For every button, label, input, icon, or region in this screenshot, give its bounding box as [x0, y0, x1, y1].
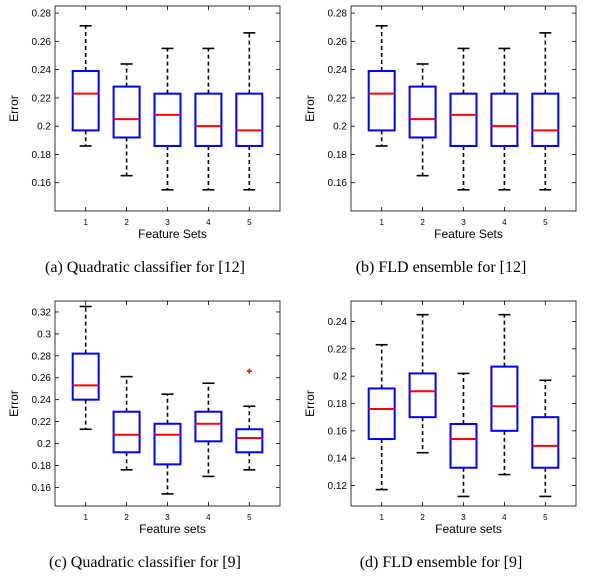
- x-tick-label: 5: [543, 513, 548, 522]
- x-tick-label: 2: [420, 513, 425, 522]
- x-tick-label: 1: [379, 218, 384, 227]
- x-tick-label: 3: [461, 513, 466, 522]
- box-iqr: [367, 387, 396, 441]
- box-iqr: [235, 428, 264, 454]
- y-tick-label: 0.16: [32, 483, 52, 494]
- panel-a: 0.16 0.18 0.2 0.22 0.24 0.26 0.28 1 2 3 4 5 Feature …: [0, 0, 290, 290]
- caption-d: (d) FLD ensemble for [9]: [359, 554, 523, 571]
- panel-d: 0.12 0.14 0.16 0.18 0.2 0.22 0.24 1 2 3 4 5 Feature …: [296, 295, 586, 585]
- x-tick-label: 2: [124, 513, 129, 522]
- box-iqr: [490, 365, 519, 432]
- y-tick-label: 0.14: [328, 454, 348, 465]
- x-tick-label: 3: [165, 218, 170, 227]
- x-tick-label: 1: [379, 513, 384, 522]
- box-iqr: [153, 92, 182, 147]
- y-tick-label: 0.32: [32, 307, 52, 318]
- x-tick-label: 4: [206, 513, 211, 522]
- y-tick-label: 0.26: [32, 37, 52, 48]
- y-tick-label: 0.18: [328, 150, 348, 161]
- panel-b: 0.16 0.18 0.2 0.22 0.24 0.26 0.28 1 2 3 4 5 Feature …: [296, 0, 586, 290]
- x-tick-label: 4: [206, 218, 211, 227]
- box-iqr: [449, 92, 478, 147]
- box-iqr: [531, 416, 560, 469]
- y-tick-label: 0.22: [328, 93, 348, 104]
- x-tick-label: 1: [83, 513, 88, 522]
- box-iqr: [490, 92, 519, 147]
- x-axis-label: Feature Sets: [434, 227, 503, 241]
- y-tick-label: 0.16: [328, 178, 348, 189]
- caption-a: (a) Quadratic classifier for [12]: [45, 259, 245, 276]
- x-axis-label: Feature Sets: [138, 227, 207, 241]
- y-tick-label: 0.22: [32, 417, 52, 428]
- box-iqr: [531, 92, 560, 147]
- x-tick-label: 2: [124, 218, 129, 227]
- y-tick-label: 0.18: [32, 150, 52, 161]
- box-iqr: [112, 85, 141, 139]
- x-tick-label: 4: [502, 513, 507, 522]
- box-iqr: [112, 410, 141, 454]
- y-tick-label: 0.2: [333, 122, 347, 133]
- x-tick-label: 1: [83, 218, 88, 227]
- y-tick-label: 0.18: [328, 399, 348, 410]
- y-axis-label: Error: [7, 390, 21, 417]
- x-tick-label: 4: [502, 218, 507, 227]
- outlier-marker: [246, 368, 252, 374]
- y-tick-label: 0.12: [328, 481, 348, 492]
- y-tick-label: 0.26: [32, 373, 52, 384]
- x-axis-label: Feature sets: [435, 522, 502, 536]
- x-tick-label: 3: [165, 513, 170, 522]
- y-tick-label: 0.2: [333, 372, 347, 383]
- box-iqr: [408, 372, 437, 419]
- y-tick-label: 0.22: [328, 344, 348, 355]
- x-axis-label: Feature sets: [139, 522, 206, 536]
- y-tick-label: 0.24: [32, 65, 52, 76]
- boxplot-a: 0.16 0.18 0.2 0.22 0.24 0.26 0.28 1 2 3 4 5 Feature …: [7, 5, 281, 241]
- y-tick-label: 0.16: [328, 426, 348, 437]
- x-tick-label: 5: [247, 513, 252, 522]
- y-tick-label: 0.2: [37, 439, 51, 450]
- box-iqr: [71, 352, 100, 401]
- panel-c: 0.16 0.18 0.2 0.22 0.24 0.26 0.28 0.3 0.32 1 2 3 4 5 F…: [0, 295, 290, 585]
- boxplot-b: 0.16 0.18 0.2 0.22 0.24 0.26 0.28 1 2 3 4 5 Feature …: [303, 5, 577, 241]
- y-tick-label: 0.3: [37, 329, 51, 340]
- box-iqr: [71, 70, 100, 132]
- box-iqr: [367, 70, 396, 132]
- y-tick-label: 0.18: [32, 461, 52, 472]
- boxplot-c: 0.16 0.18 0.2 0.22 0.24 0.26 0.28 0.3 0.32 1 2 3 4 5 F…: [7, 300, 281, 536]
- y-tick-label: 0.28: [32, 9, 52, 20]
- boxplot-d: 0.12 0.14 0.16 0.18 0.2 0.22 0.24 1 2 3 4 5 Feature …: [303, 300, 577, 536]
- caption-b: (b) FLD ensemble for [12]: [355, 259, 527, 276]
- box-iqr: [449, 423, 478, 469]
- y-tick-label: 0.24: [328, 65, 348, 76]
- y-tick-label: 0.22: [32, 93, 52, 104]
- y-tick-label: 0.16: [32, 178, 52, 189]
- y-tick-label: 0.26: [328, 37, 348, 48]
- box-iqr: [235, 92, 264, 147]
- x-tick-label: 5: [247, 218, 252, 227]
- x-tick-label: 2: [420, 218, 425, 227]
- x-tick-label: 3: [461, 218, 466, 227]
- x-tick-label: 5: [543, 218, 548, 227]
- y-tick-label: 0.28: [32, 351, 52, 362]
- y-axis-label: Error: [303, 390, 317, 417]
- y-tick-label: 0.2: [37, 122, 51, 133]
- y-tick-label: 0.28: [328, 9, 348, 20]
- axes-frame: [350, 5, 577, 212]
- axes-frame: [54, 5, 281, 212]
- box-iqr: [194, 92, 223, 147]
- y-tick-label: 0.24: [32, 395, 52, 406]
- box-iqr: [194, 410, 223, 443]
- y-tick-label: 0.24: [328, 317, 348, 328]
- y-axis-label: Error: [303, 95, 317, 122]
- caption-c: (c) Quadratic classifier for [9]: [49, 554, 241, 571]
- box-iqr: [408, 85, 437, 139]
- box-iqr: [153, 422, 182, 466]
- y-axis-label: Error: [7, 95, 21, 122]
